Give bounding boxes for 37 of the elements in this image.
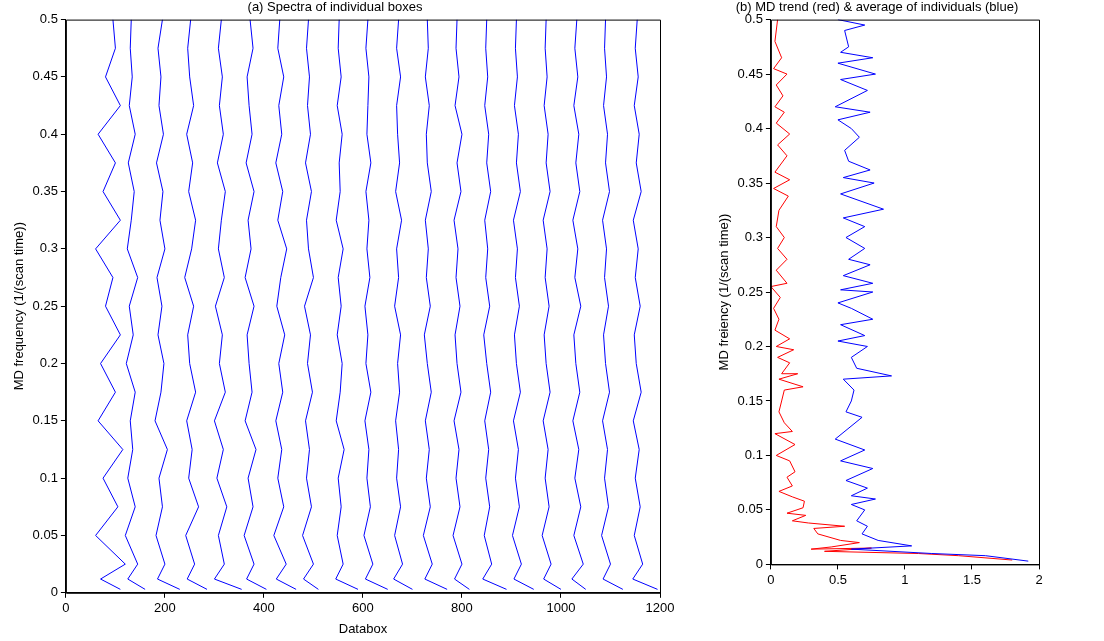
x-tick-label: 1000 — [546, 600, 576, 616]
y-tick-label: 0.45 — [737, 65, 763, 81]
y-tick-label: 0.1 — [39, 469, 58, 485]
x-tick-label: 0 — [62, 600, 70, 616]
y-tick-label: 0.15 — [737, 392, 763, 408]
y-tick-label: 0.1 — [744, 447, 763, 463]
y-tick-label: 0.2 — [39, 355, 58, 371]
y-tick-label: 0.25 — [737, 283, 763, 299]
y-tick-label: 0.5 — [39, 11, 58, 27]
y-tick-label: 0.35 — [32, 183, 58, 199]
y-tick-label: 0.3 — [39, 240, 58, 256]
y-tick-label: 0 — [50, 584, 58, 600]
x-tick-label: 1.5 — [962, 571, 982, 587]
x-tick-label: 2 — [1035, 571, 1043, 587]
y-tick-label: 0.35 — [737, 174, 763, 190]
y-tick-label: 0.15 — [32, 412, 58, 428]
y-tick-label: 0.45 — [32, 68, 58, 84]
y-tick-label: 0.4 — [39, 125, 58, 141]
y-tick-label: 0.05 — [737, 501, 763, 517]
y-tick-label: 0.05 — [32, 527, 58, 543]
x-tick-label: 400 — [253, 600, 275, 616]
x-tick-label: 1200 — [645, 600, 675, 616]
x-tick-label: 0 — [767, 571, 775, 587]
x-tick-label: 200 — [154, 600, 176, 616]
x-tick-label: 600 — [352, 600, 374, 616]
y-tick-label: 0 — [755, 555, 763, 571]
y-axis-title: MD frequency (1/(scan time)) — [11, 222, 27, 391]
x-tick-label: 1 — [901, 571, 909, 587]
y-tick-label: 0.3 — [744, 229, 763, 245]
y-tick-label: 0.25 — [32, 297, 58, 313]
x-tick-label: 800 — [451, 600, 473, 616]
y-tick-label: 0.2 — [744, 338, 763, 354]
x-tick-label: 0.5 — [828, 571, 847, 587]
x-axis-title: Databox — [338, 620, 388, 636]
chart-title: (a) Spectra of individual boxes — [247, 0, 423, 15]
y-axis-title: MD freiency (1/(scan time)) — [716, 213, 732, 371]
y-tick-label: 0.4 — [744, 120, 763, 136]
